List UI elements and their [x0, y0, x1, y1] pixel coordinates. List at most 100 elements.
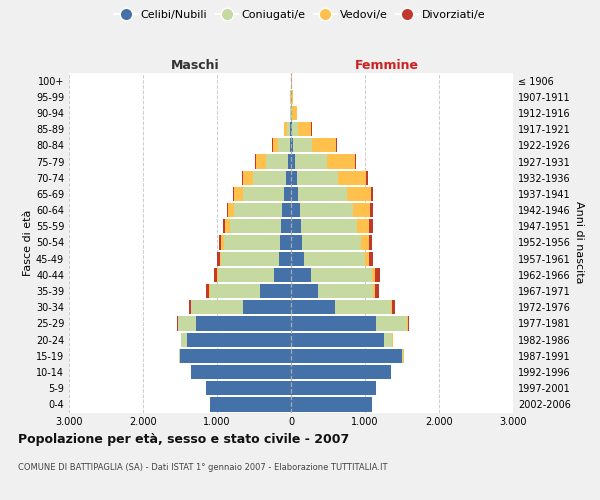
- Bar: [291, 398, 373, 411]
- Text: Femmine: Femmine: [355, 58, 419, 71]
- Bar: [191, 365, 291, 379]
- Bar: [243, 300, 291, 314]
- Bar: [347, 187, 371, 201]
- Bar: [206, 381, 291, 396]
- Bar: [196, 316, 291, 330]
- Bar: [291, 122, 292, 136]
- Bar: [312, 138, 336, 152]
- Bar: [298, 122, 311, 136]
- Bar: [284, 187, 291, 201]
- Bar: [374, 268, 380, 282]
- Bar: [361, 236, 368, 250]
- Bar: [177, 316, 178, 330]
- Bar: [357, 219, 368, 234]
- Bar: [214, 268, 217, 282]
- Bar: [221, 236, 224, 250]
- Bar: [291, 138, 293, 152]
- Bar: [221, 252, 279, 266]
- Bar: [281, 219, 291, 234]
- Bar: [218, 268, 274, 282]
- Bar: [223, 219, 225, 234]
- Bar: [304, 252, 365, 266]
- Bar: [290, 138, 291, 152]
- Bar: [219, 236, 221, 250]
- Bar: [291, 348, 402, 363]
- Bar: [311, 268, 373, 282]
- Bar: [233, 187, 234, 201]
- Bar: [220, 252, 221, 266]
- Bar: [243, 170, 253, 185]
- Bar: [291, 252, 304, 266]
- Bar: [266, 154, 288, 168]
- Bar: [365, 252, 368, 266]
- Bar: [291, 284, 317, 298]
- Bar: [178, 316, 196, 330]
- Bar: [353, 203, 370, 217]
- Bar: [206, 284, 209, 298]
- Bar: [272, 138, 278, 152]
- Bar: [179, 348, 180, 363]
- Bar: [291, 381, 376, 396]
- Bar: [373, 284, 374, 298]
- Bar: [291, 365, 391, 379]
- Bar: [376, 316, 407, 330]
- Bar: [368, 219, 373, 234]
- Bar: [335, 300, 391, 314]
- Bar: [355, 154, 356, 168]
- Text: Maschi: Maschi: [170, 58, 219, 71]
- Bar: [291, 154, 295, 168]
- Bar: [297, 170, 338, 185]
- Bar: [370, 203, 373, 217]
- Bar: [291, 268, 311, 282]
- Bar: [291, 300, 335, 314]
- Bar: [407, 316, 409, 330]
- Legend: Celibi/Nubili, Coniugati/e, Vedovi/e, Divorziati/e: Celibi/Nubili, Coniugati/e, Vedovi/e, Di…: [110, 6, 490, 25]
- Bar: [243, 187, 284, 201]
- Bar: [317, 284, 373, 298]
- Bar: [234, 187, 243, 201]
- Bar: [292, 90, 293, 104]
- Bar: [392, 300, 395, 314]
- Bar: [189, 300, 191, 314]
- Bar: [253, 170, 286, 185]
- Bar: [290, 122, 291, 136]
- Bar: [402, 348, 403, 363]
- Bar: [288, 154, 291, 168]
- Bar: [187, 332, 291, 347]
- Bar: [284, 122, 287, 136]
- Bar: [217, 268, 218, 282]
- Bar: [209, 284, 260, 298]
- Bar: [291, 316, 376, 330]
- Bar: [242, 170, 243, 185]
- Bar: [279, 252, 291, 266]
- Bar: [291, 203, 300, 217]
- Bar: [391, 300, 392, 314]
- Bar: [227, 203, 228, 217]
- Bar: [291, 170, 297, 185]
- Bar: [230, 219, 281, 234]
- Bar: [274, 268, 291, 282]
- Bar: [292, 122, 298, 136]
- Bar: [367, 170, 368, 185]
- Bar: [300, 203, 353, 217]
- Bar: [295, 154, 326, 168]
- Bar: [224, 236, 280, 250]
- Bar: [302, 236, 361, 250]
- Bar: [256, 154, 266, 168]
- Y-axis label: Fasce di età: Fasce di età: [23, 210, 33, 276]
- Bar: [292, 106, 297, 120]
- Bar: [180, 348, 291, 363]
- Bar: [278, 138, 290, 152]
- Bar: [181, 332, 187, 347]
- Bar: [326, 154, 355, 168]
- Bar: [286, 170, 291, 185]
- Y-axis label: Anni di nascita: Anni di nascita: [574, 201, 584, 283]
- Text: COMUNE DI BATTIPAGLIA (SA) - Dati ISTAT 1° gennaio 2007 - Elaborazione TUTTITALI: COMUNE DI BATTIPAGLIA (SA) - Dati ISTAT …: [18, 462, 388, 471]
- Bar: [293, 138, 312, 152]
- Bar: [228, 203, 234, 217]
- Bar: [338, 170, 367, 185]
- Bar: [291, 219, 301, 234]
- Bar: [209, 398, 291, 411]
- Bar: [282, 203, 291, 217]
- Bar: [191, 300, 243, 314]
